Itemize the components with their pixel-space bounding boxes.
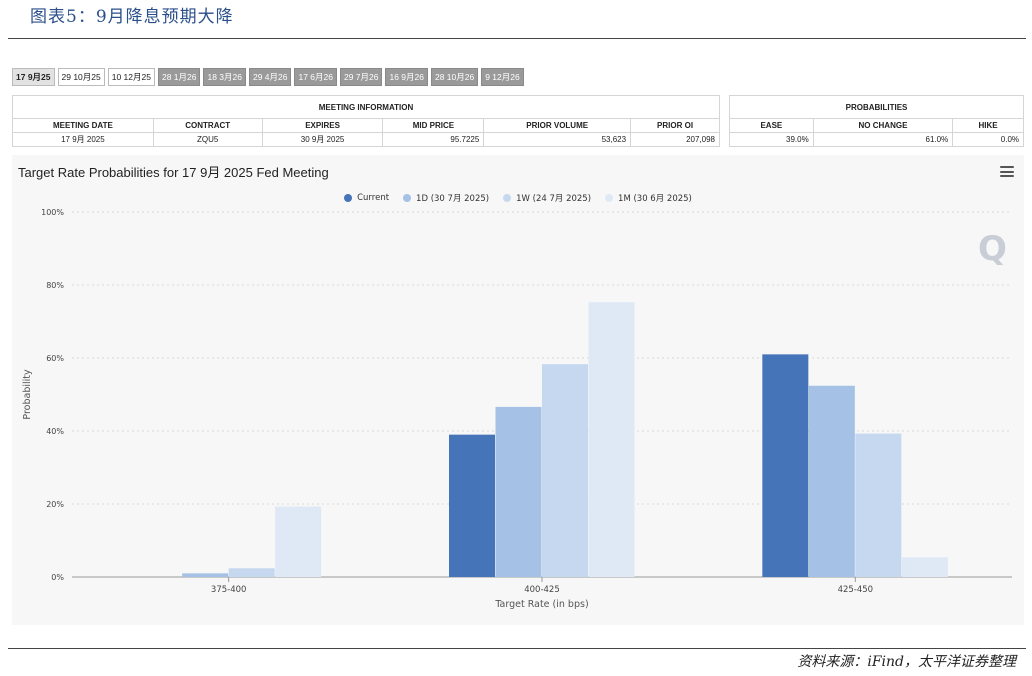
bar-425-450-2[interactable] [855,433,902,577]
meeting-tab-8[interactable]: 16 9月26 [385,68,428,86]
legend-label-3: 1M (30 6月 2025) [618,194,692,204]
x-tick-label-1: 400-425 [524,585,560,595]
bar-400-425-3[interactable] [588,302,635,577]
cell-hike: 0.0% [952,132,1024,147]
legend-label-1: 1D (30 7月 2025) [416,194,490,204]
meeting-tab-1[interactable]: 29 10月25 [57,68,105,86]
header-ease: EASE [729,118,814,133]
y-tick-label-0: 0% [51,573,64,582]
meeting-tab-6[interactable]: 17 6月26 [294,68,337,86]
meeting-tab-4[interactable]: 18 3月26 [203,68,246,86]
watermark-logo: Q [978,229,1007,269]
x-tick-label-2: 425-450 [838,585,874,595]
chart-title: Target Rate Probabilities for 17 9月 2025… [18,165,329,180]
header-contract: CONTRACT [152,118,263,133]
y-tick-label-4: 80% [46,281,64,290]
x-axis-title: Target Rate (in bps) [494,599,588,610]
menu-icon[interactable] [1000,166,1014,177]
bar-375-400-1[interactable] [182,573,229,577]
cell-no-change: 61.0% [812,132,954,147]
meeting-date-tabs: 17 9月25 29 10月25 10 12月25 28 1月26 18 3月26 29 … [12,68,524,86]
header-no-change: NO CHANGE [812,118,954,133]
legend-item-1[interactable]: 1D (30 7月 2025) [403,191,489,205]
header-mid-price: MID PRICE [382,118,485,133]
cell-prior-oi: 207,098 [630,132,720,147]
cell-ease: 39.0% [729,132,814,147]
meeting-tab-3[interactable]: 28 1月26 [157,68,201,86]
legend-dot-0 [344,194,353,202]
bar-375-400-2[interactable] [228,568,275,577]
header-hike: HIKE [952,118,1024,133]
bar-425-450-1[interactable] [808,385,855,577]
x-tick-label-0: 375-400 [211,585,247,595]
legend-item-3[interactable]: 1M (30 6月 2025) [605,191,692,205]
meeting-tab-10[interactable]: 9 12月26 [481,68,524,86]
y-tick-label-3: 60% [46,354,64,363]
header-prior-volume: PRIOR VOLUME [483,118,632,133]
meeting-tab-5[interactable]: 29 4月26 [248,68,292,86]
y-tick-label-2: 40% [46,427,64,436]
probabilities-table: PROBABILITIES EASE NO CHANGE HIKE 39.0% … [729,95,1024,147]
bar-chart-plot: 0% 20% 40% 60% 80% 100% 375-400 400-425 425-450 T… [22,208,1012,610]
figure-title: 图表5：9月降息预期大降 [30,7,234,27]
chart-panel: Target Rate Probabilities for 17 9月 2025… [12,155,1024,625]
y-tick-label-5: 100% [41,208,64,217]
cell-mid-price: 95.7225 [382,132,485,147]
legend-dot-1 [403,194,412,202]
legend-label-0: Current [357,193,390,203]
legend-item-2[interactable]: 1W (24 7月 2025) [503,191,591,205]
header-meeting-date: MEETING DATE [12,118,154,133]
legend-label-2: 1W (24 7月 2025) [516,194,592,204]
legend-dot-2 [503,194,512,202]
source-note: 资料来源：iFind，太平洋证券整理 [797,654,1016,670]
meeting-info-table: MEETING INFORMATION MEETING DATE CONTRAC… [12,95,720,147]
bar-425-450-3[interactable] [901,557,948,577]
header-prior-oi: PRIOR OI [630,118,720,133]
bar-400-425-1[interactable] [495,406,542,577]
bar-400-425-2[interactable] [542,364,588,577]
bar-375-400-3[interactable] [275,506,322,577]
legend-item-0[interactable]: Current [344,191,389,205]
bar-425-450-0[interactable] [762,354,809,577]
cell-prior-volume: 53,623 [483,132,632,147]
header-expires: EXPIRES [261,118,384,133]
top-rule [8,38,1026,39]
chart-legend: Current 1D (30 7月 2025) 1W (24 7月 2025) 1M … [12,191,1024,205]
meeting-tab-0[interactable]: 17 9月25 [12,68,55,86]
cell-expires: 30 9月 2025 [261,132,384,147]
meeting-info-heading: MEETING INFORMATION [12,95,720,119]
bottom-rule [8,648,1026,649]
probabilities-heading: PROBABILITIES [729,95,1024,119]
y-axis-title: Probability [22,369,33,420]
meeting-tab-9[interactable]: 28 10月26 [430,68,479,86]
meeting-tab-2[interactable]: 10 12月25 [107,68,155,86]
cell-meeting-date: 17 9月 2025 [12,132,154,147]
legend-dot-3 [605,194,614,202]
cell-contract: ZQU5 [152,132,263,147]
y-tick-label-1: 20% [46,500,64,509]
meeting-tab-7[interactable]: 29 7月26 [339,68,383,86]
bar-400-425-0[interactable] [449,434,495,577]
